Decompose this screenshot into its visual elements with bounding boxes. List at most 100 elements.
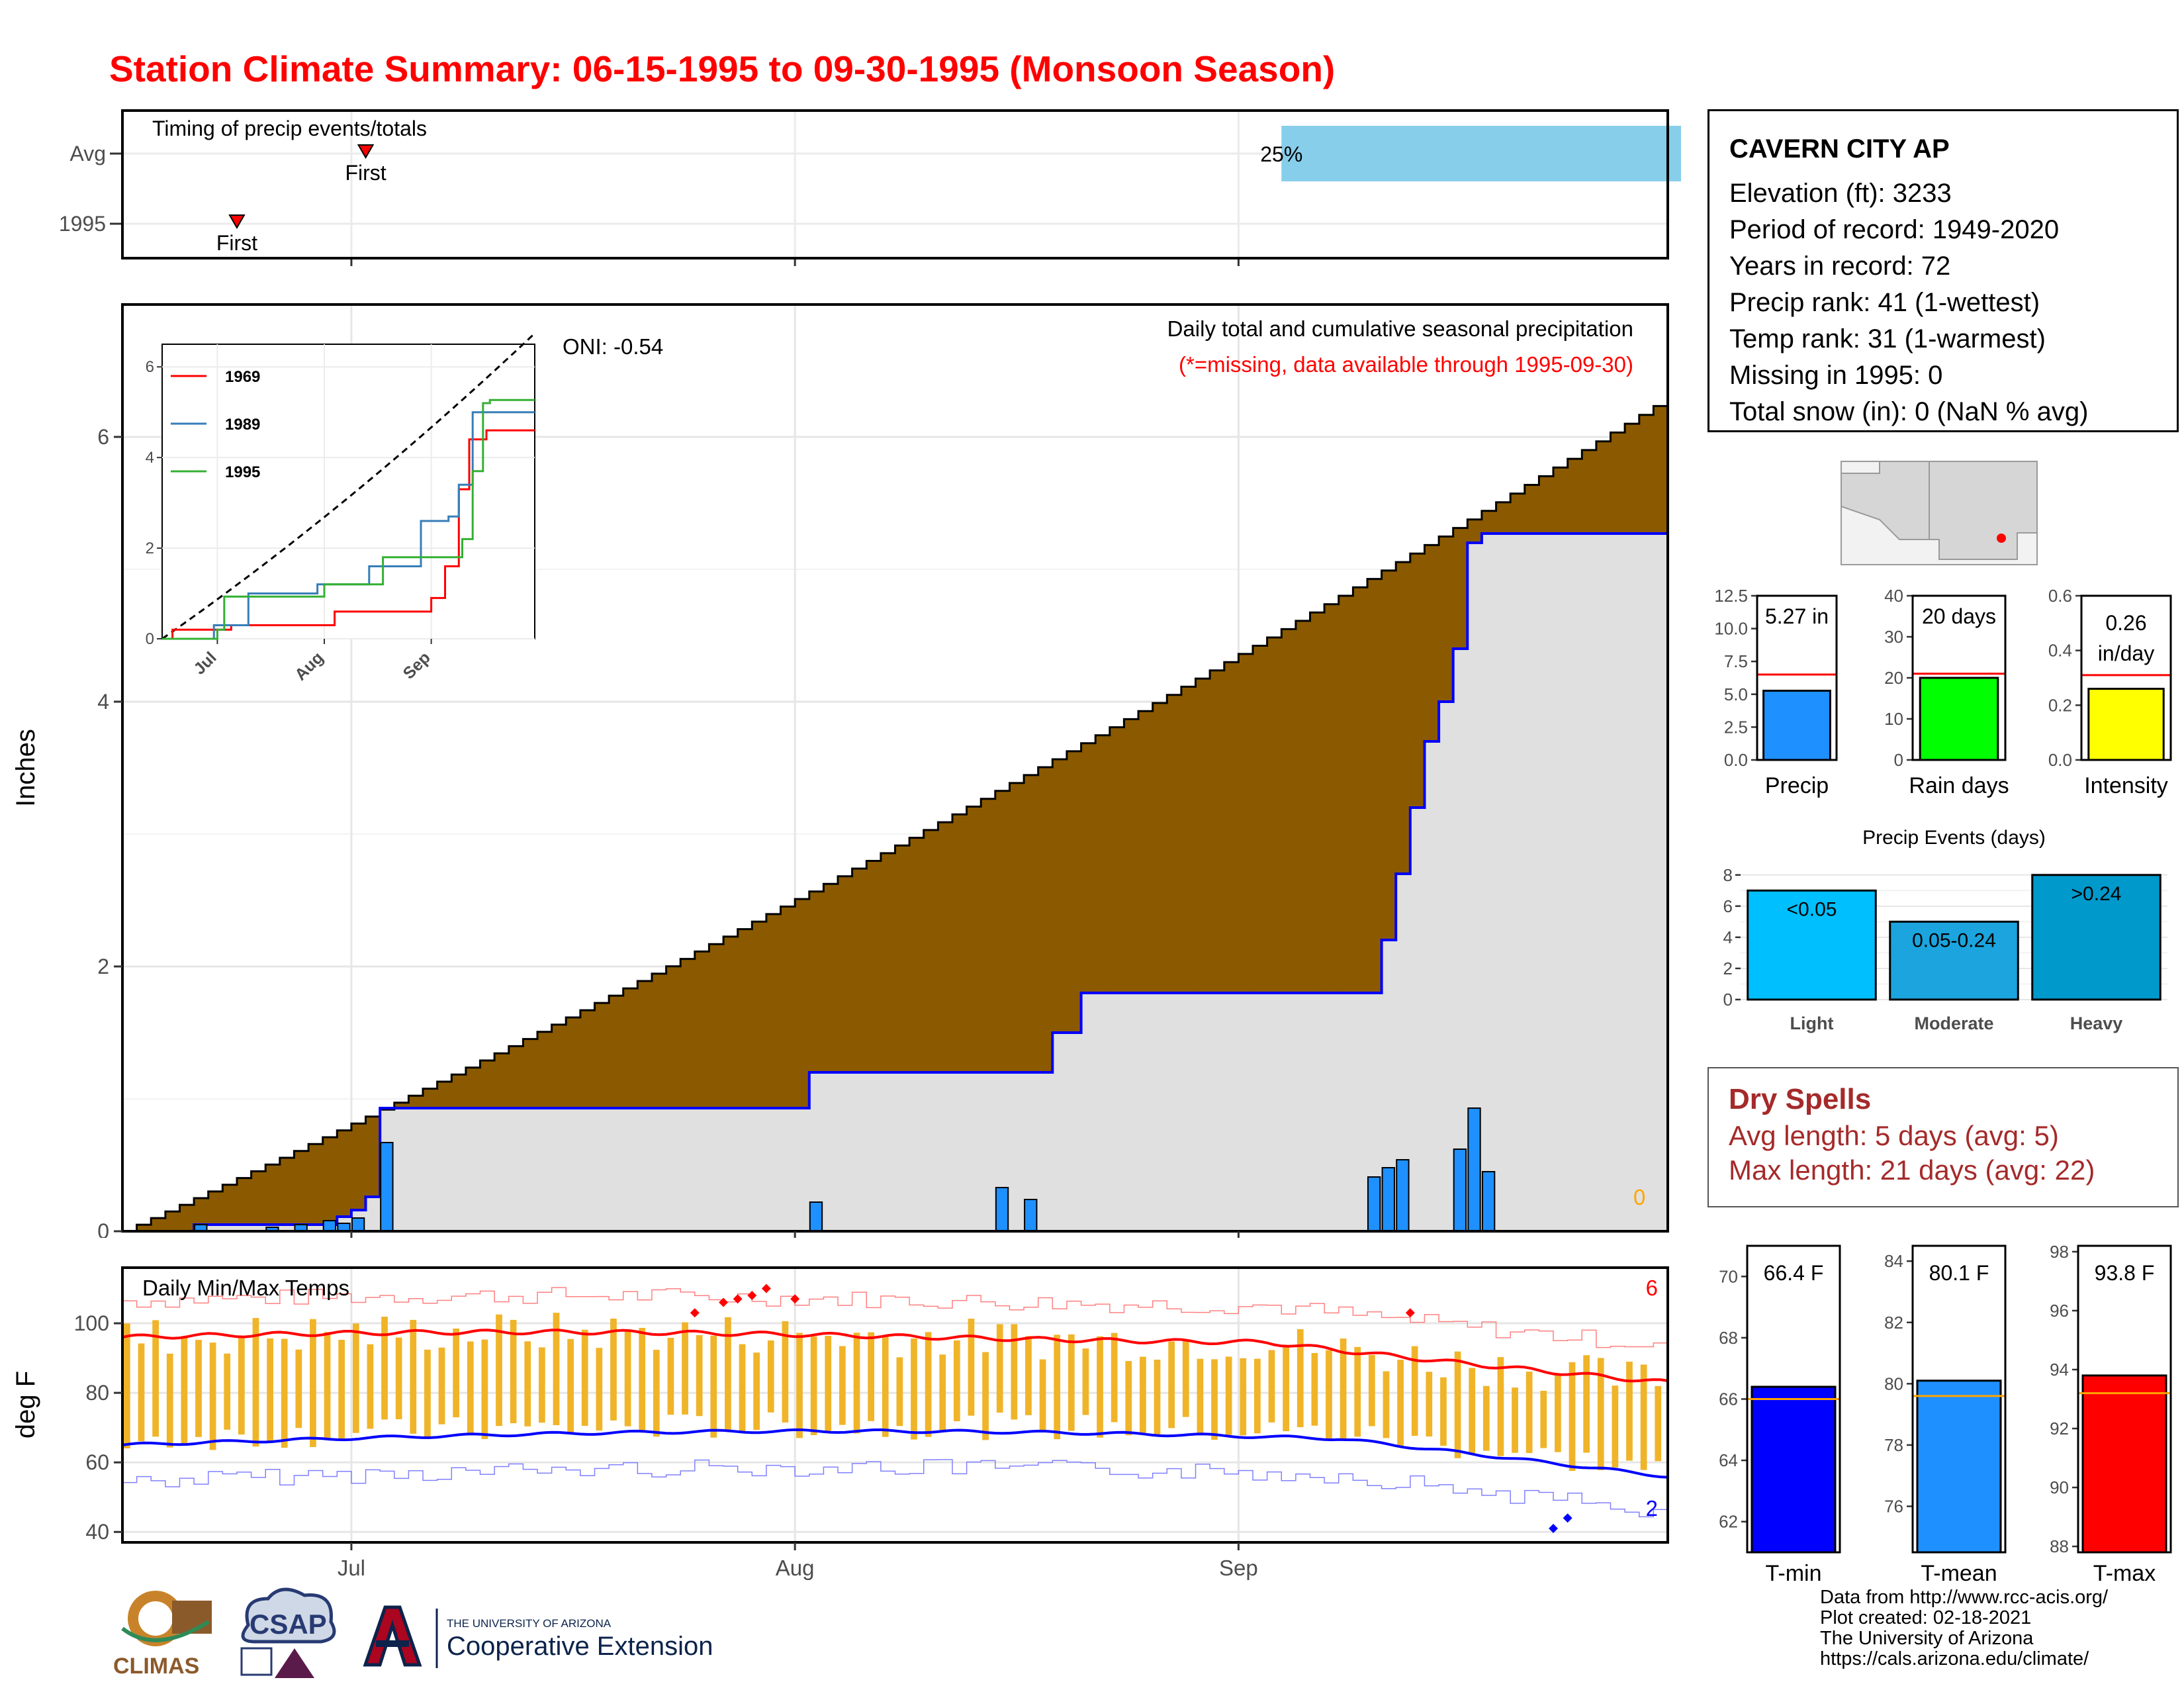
events-bar-text: >0.24 bbox=[2071, 883, 2122, 905]
daily-temp-bar bbox=[982, 1352, 989, 1440]
deficit-area bbox=[1281, 629, 1297, 993]
missing-count: 0 bbox=[1633, 1185, 1646, 1209]
temp-caption: Daily Min/Max Temps bbox=[142, 1276, 349, 1300]
deficit-area bbox=[1295, 620, 1311, 993]
daily-temp-bar bbox=[682, 1322, 688, 1415]
daily-temp-bar bbox=[1626, 1361, 1633, 1461]
events-ytick-label: 8 bbox=[1723, 865, 1733, 885]
deficit-area bbox=[351, 1123, 367, 1210]
credits: Data from http://www.rcc-acis.org/Plot c… bbox=[1820, 1587, 2108, 1669]
daily-temp-bar bbox=[581, 1329, 588, 1426]
daily-temp-bar bbox=[1583, 1355, 1590, 1453]
summary-bar-rain-days bbox=[1919, 677, 1999, 761]
summary-ytick-label: 7.5 bbox=[1724, 651, 1748, 671]
daily-temp-bar bbox=[467, 1341, 474, 1434]
record-high-marker bbox=[790, 1294, 800, 1304]
deficit-area bbox=[365, 1116, 381, 1197]
deficit-area bbox=[1210, 670, 1225, 993]
summary-ytick-label: 0.2 bbox=[2048, 695, 2072, 715]
daily-temp-bar bbox=[538, 1347, 545, 1423]
tsum-ytick-label: 66 bbox=[1719, 1389, 1738, 1409]
station-line: Period of record: 1949-2020 bbox=[1729, 215, 2060, 244]
daily-temp-bar bbox=[1039, 1359, 1046, 1432]
inset-ytick-label: 6 bbox=[146, 358, 154, 376]
station-line: Years in record: 72 bbox=[1729, 252, 1951, 281]
daily-temp-bar bbox=[653, 1350, 660, 1437]
daily-temp-bar bbox=[839, 1346, 846, 1425]
daily-temp-bar bbox=[1640, 1364, 1647, 1470]
daily-temp-bar bbox=[1268, 1350, 1275, 1423]
events-bar-text: 0.05-0.24 bbox=[1912, 929, 1996, 951]
deficit-area bbox=[1453, 528, 1468, 649]
csap-logo: CSAP bbox=[240, 1587, 336, 1678]
daily-temp-bar bbox=[410, 1319, 417, 1434]
credit-line: The University of Arizona bbox=[1820, 1628, 2034, 1649]
deficit-area bbox=[1081, 743, 1096, 993]
station-line: Total snow (in): 0 (NaN % avg) bbox=[1729, 397, 2089, 426]
station-lines: Elevation (ft): 3233 Period of record: 19… bbox=[1729, 175, 2177, 430]
tsum-label: T-mean bbox=[1921, 1561, 1997, 1586]
record-low-marker bbox=[1563, 1513, 1572, 1523]
deficit-area bbox=[981, 798, 996, 1072]
precip-events-title: Precip Events (days) bbox=[1862, 827, 2046, 849]
precip-ytick-label: 4 bbox=[97, 690, 109, 714]
deficit-area bbox=[1467, 519, 1482, 543]
deficit-area bbox=[1138, 711, 1154, 993]
temp-panel: Daily Min/Max Temps 6 2 40 60 80 100 Jul Aug Sep d… bbox=[11, 1266, 1669, 1580]
daily-temp-bar bbox=[224, 1353, 231, 1430]
daily-temp-bar bbox=[1555, 1375, 1561, 1452]
tsum-ytick-label: 94 bbox=[2050, 1360, 2069, 1380]
deficit-area bbox=[752, 921, 767, 1108]
deficit-area bbox=[494, 1053, 510, 1108]
climas-logo: CLIMAS bbox=[113, 1591, 212, 1679]
summary-panel-frame bbox=[1756, 594, 1838, 761]
tsum-bar-t-min bbox=[1751, 1385, 1837, 1554]
tsum-label: T-min bbox=[1766, 1561, 1822, 1586]
record-high-marker bbox=[719, 1297, 729, 1307]
deficit-area bbox=[1238, 653, 1253, 993]
x-axis-tick-label: Jul bbox=[338, 1556, 365, 1580]
precip-ylabel: Inches bbox=[11, 729, 40, 807]
deficit-area bbox=[151, 1218, 166, 1231]
dry-spells-avg: Avg length: 5 days (avg: 5) bbox=[1729, 1120, 2059, 1151]
daily-temp-bar bbox=[1426, 1372, 1433, 1437]
dry-spells-box: Dry Spells Avg length: 5 days (avg: 5) M… bbox=[1707, 1067, 2179, 1207]
tsum-ytick-label: 80 bbox=[1884, 1374, 1903, 1393]
record-high-count: 6 bbox=[1646, 1276, 1658, 1300]
csap-logo-text: CSAP bbox=[250, 1609, 327, 1640]
daily-temp-bar bbox=[438, 1347, 445, 1425]
deficit-area bbox=[1181, 686, 1197, 993]
daily-temp-bar bbox=[911, 1338, 917, 1440]
daily-temp-bar bbox=[868, 1332, 874, 1421]
tsum-ytick-label: 88 bbox=[2050, 1536, 2069, 1556]
events-ytick-label: 2 bbox=[1723, 959, 1733, 978]
events-bar-moderate bbox=[1889, 920, 2019, 1001]
daily-temp-bar bbox=[825, 1335, 832, 1431]
timing-row-label: 1995 bbox=[59, 212, 106, 236]
deficit-area bbox=[1167, 694, 1182, 993]
tsum-label: T-max bbox=[2093, 1561, 2156, 1586]
record-high-line bbox=[122, 1287, 1668, 1348]
daily-temp-bar bbox=[667, 1338, 674, 1415]
summary-label: Intensity bbox=[2084, 773, 2168, 798]
deficit-area bbox=[1009, 782, 1024, 1072]
daily-temp-bar bbox=[796, 1333, 803, 1438]
deficit-area bbox=[1066, 751, 1082, 1033]
station-name: CAVERN CITY AP bbox=[1729, 134, 1950, 164]
summary-ytick-label: 10.0 bbox=[1714, 619, 1748, 639]
deficit-area bbox=[279, 1157, 295, 1225]
precip-ytick-label: 0 bbox=[97, 1219, 109, 1238]
deficit-area bbox=[1052, 759, 1068, 1033]
daily-temp-bar bbox=[1540, 1391, 1547, 1448]
summary-label: Rain days bbox=[1909, 773, 2009, 798]
daily-temp-bar bbox=[310, 1319, 316, 1447]
station-info-box: CAVERN CITY AP Elevation (ft): 3233 Perio… bbox=[1707, 109, 2179, 432]
deficit-area bbox=[1109, 727, 1125, 993]
daily-temp-bar bbox=[1182, 1340, 1189, 1417]
deficit-area bbox=[322, 1137, 338, 1225]
deficit-area bbox=[394, 1102, 410, 1108]
daily-precip-bar bbox=[322, 1220, 337, 1232]
tsum-value-text: 80.1 F bbox=[1929, 1261, 1989, 1285]
deficit-area bbox=[1024, 774, 1039, 1072]
deficit-area bbox=[694, 951, 710, 1108]
